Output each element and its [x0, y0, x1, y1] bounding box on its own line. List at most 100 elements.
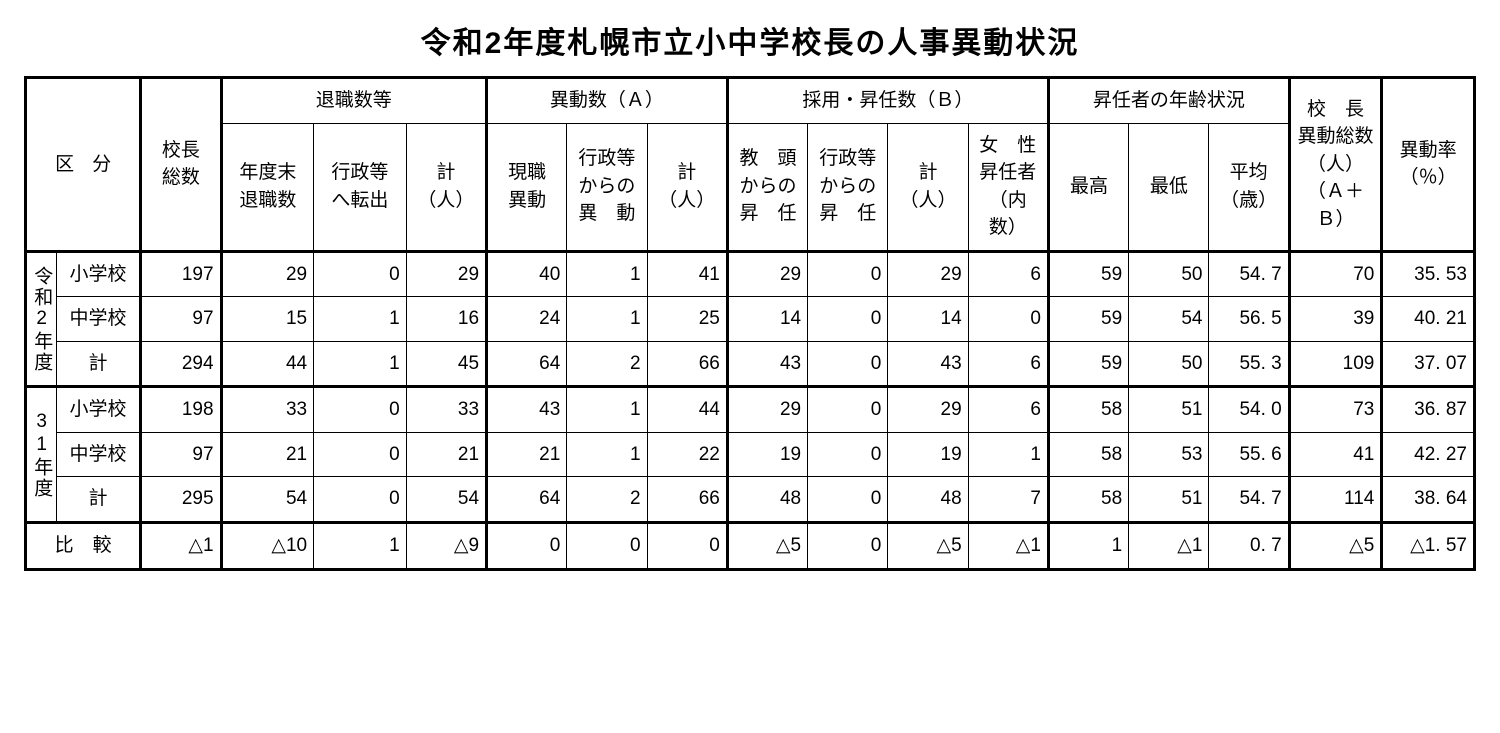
cell: 54. 7	[1209, 477, 1289, 523]
hdr-total-principals: 校長総数	[141, 78, 221, 252]
cell: 0	[808, 297, 888, 342]
row-label-compare: 比 較	[26, 523, 141, 570]
row-r2-jhs: 中学校 97 15 1 16 24 1 25 14 0 14 0 59 54 5…	[26, 297, 1475, 342]
cell: 0	[808, 432, 888, 477]
cell: 114	[1289, 477, 1382, 523]
cell: 50	[1129, 251, 1209, 297]
cell: 29	[727, 387, 807, 433]
cell: 66	[647, 341, 727, 387]
cell: 56. 5	[1209, 297, 1289, 342]
cell: 0	[314, 387, 407, 433]
cell: 25	[647, 297, 727, 342]
cell: 58	[1048, 432, 1128, 477]
cell: 70	[1289, 251, 1382, 297]
row-label: 計	[56, 477, 140, 523]
cell: 0	[968, 297, 1048, 342]
cell: 19	[888, 432, 968, 477]
cell: 51	[1129, 387, 1209, 433]
row-label: 中学校	[56, 297, 140, 342]
cell: 21	[487, 432, 567, 477]
cell: 44	[647, 387, 727, 433]
cell: 1	[567, 432, 647, 477]
hdr-retire-subtotal: 計（人）	[406, 123, 486, 251]
row-label: 中学校	[56, 432, 140, 477]
cell: 42. 27	[1382, 432, 1475, 477]
hdr-kubun: 区分	[26, 78, 141, 252]
cell: 14	[888, 297, 968, 342]
hdr-hire-from-vp: 教 頭からの昇 任	[727, 123, 807, 251]
cell: 43	[487, 387, 567, 433]
cell: 29	[221, 251, 314, 297]
cell: 24	[487, 297, 567, 342]
hdr-transfer-from-admin: 行政等からの異 動	[567, 123, 647, 251]
cell: 33	[406, 387, 486, 433]
cell: 53	[1129, 432, 1209, 477]
cell: 0	[487, 523, 567, 570]
cell: 1	[1048, 523, 1128, 570]
row-h31-jhs: 中学校 97 21 0 21 21 1 22 19 0 19 1 58 53 5…	[26, 432, 1475, 477]
row-r2-total: 計 294 44 1 45 64 2 66 43 0 43 6 59 50 55…	[26, 341, 1475, 387]
cell: 294	[141, 341, 221, 387]
cell: 295	[141, 477, 221, 523]
hdr-transfer-group: 異動数（Ａ）	[487, 78, 728, 124]
cell: 66	[647, 477, 727, 523]
row-r2-elem: 令和2年度 小学校 197 29 0 29 40 1 41 29 0 29 6 …	[26, 251, 1475, 297]
cell: 14	[727, 297, 807, 342]
cell: 21	[406, 432, 486, 477]
cell: 16	[406, 297, 486, 342]
cell: 55. 6	[1209, 432, 1289, 477]
cell: △5	[1289, 523, 1382, 570]
cell: 38. 64	[1382, 477, 1475, 523]
cell: 59	[1048, 251, 1128, 297]
cell: △5	[727, 523, 807, 570]
cell: 1	[567, 387, 647, 433]
cell: 0	[808, 523, 888, 570]
cell: 51	[1129, 477, 1209, 523]
cell: 1	[314, 523, 407, 570]
cell: 58	[1048, 477, 1128, 523]
cell: 0	[314, 477, 407, 523]
cell: 45	[406, 341, 486, 387]
cell: 59	[1048, 297, 1128, 342]
cell: 29	[406, 251, 486, 297]
hdr-retire-endyear: 年度末退職数	[221, 123, 314, 251]
cell: 36. 87	[1382, 387, 1475, 433]
cell: △5	[888, 523, 968, 570]
cell: 40. 21	[1382, 297, 1475, 342]
cell: 0	[808, 477, 888, 523]
cell: 7	[968, 477, 1048, 523]
cell: 41	[647, 251, 727, 297]
cell: 29	[727, 251, 807, 297]
cell: 43	[727, 341, 807, 387]
cell: 0	[567, 523, 647, 570]
cell: 73	[1289, 387, 1382, 433]
hdr-transfer-subtotal: 計（人）	[647, 123, 727, 251]
row-h31-total: 計 295 54 0 54 64 2 66 48 0 48 7 58 51 54…	[26, 477, 1475, 523]
cell: 0	[808, 387, 888, 433]
cell: 0	[647, 523, 727, 570]
cell: 0	[314, 251, 407, 297]
cell: 48	[888, 477, 968, 523]
cell: 21	[221, 432, 314, 477]
cell: 0	[808, 251, 888, 297]
cell: 50	[1129, 341, 1209, 387]
cell: 6	[968, 251, 1048, 297]
principals-transfer-table: 区分 校長総数 退職数等 異動数（Ａ） 採用・昇任数（Ｂ） 昇任者の年齢状況 校…	[24, 76, 1476, 571]
row-label: 小学校	[56, 251, 140, 297]
cell: 64	[487, 341, 567, 387]
row-h31-elem: 31年度 小学校 198 33 0 33 43 1 44 29 0 29 6 5…	[26, 387, 1475, 433]
cell: 33	[221, 387, 314, 433]
hdr-hire-subtotal: 計（人）	[888, 123, 968, 251]
hdr-age-group: 昇任者の年齢状況	[1048, 78, 1289, 124]
cell: 54	[221, 477, 314, 523]
cell: 197	[141, 251, 221, 297]
cell: 29	[888, 387, 968, 433]
cell: 198	[141, 387, 221, 433]
cell: 54	[406, 477, 486, 523]
cell: 59	[1048, 341, 1128, 387]
hdr-hire-group: 採用・昇任数（Ｂ）	[727, 78, 1048, 124]
cell: 1	[314, 341, 407, 387]
cell: 40	[487, 251, 567, 297]
cell: 6	[968, 341, 1048, 387]
cell: 54. 7	[1209, 251, 1289, 297]
